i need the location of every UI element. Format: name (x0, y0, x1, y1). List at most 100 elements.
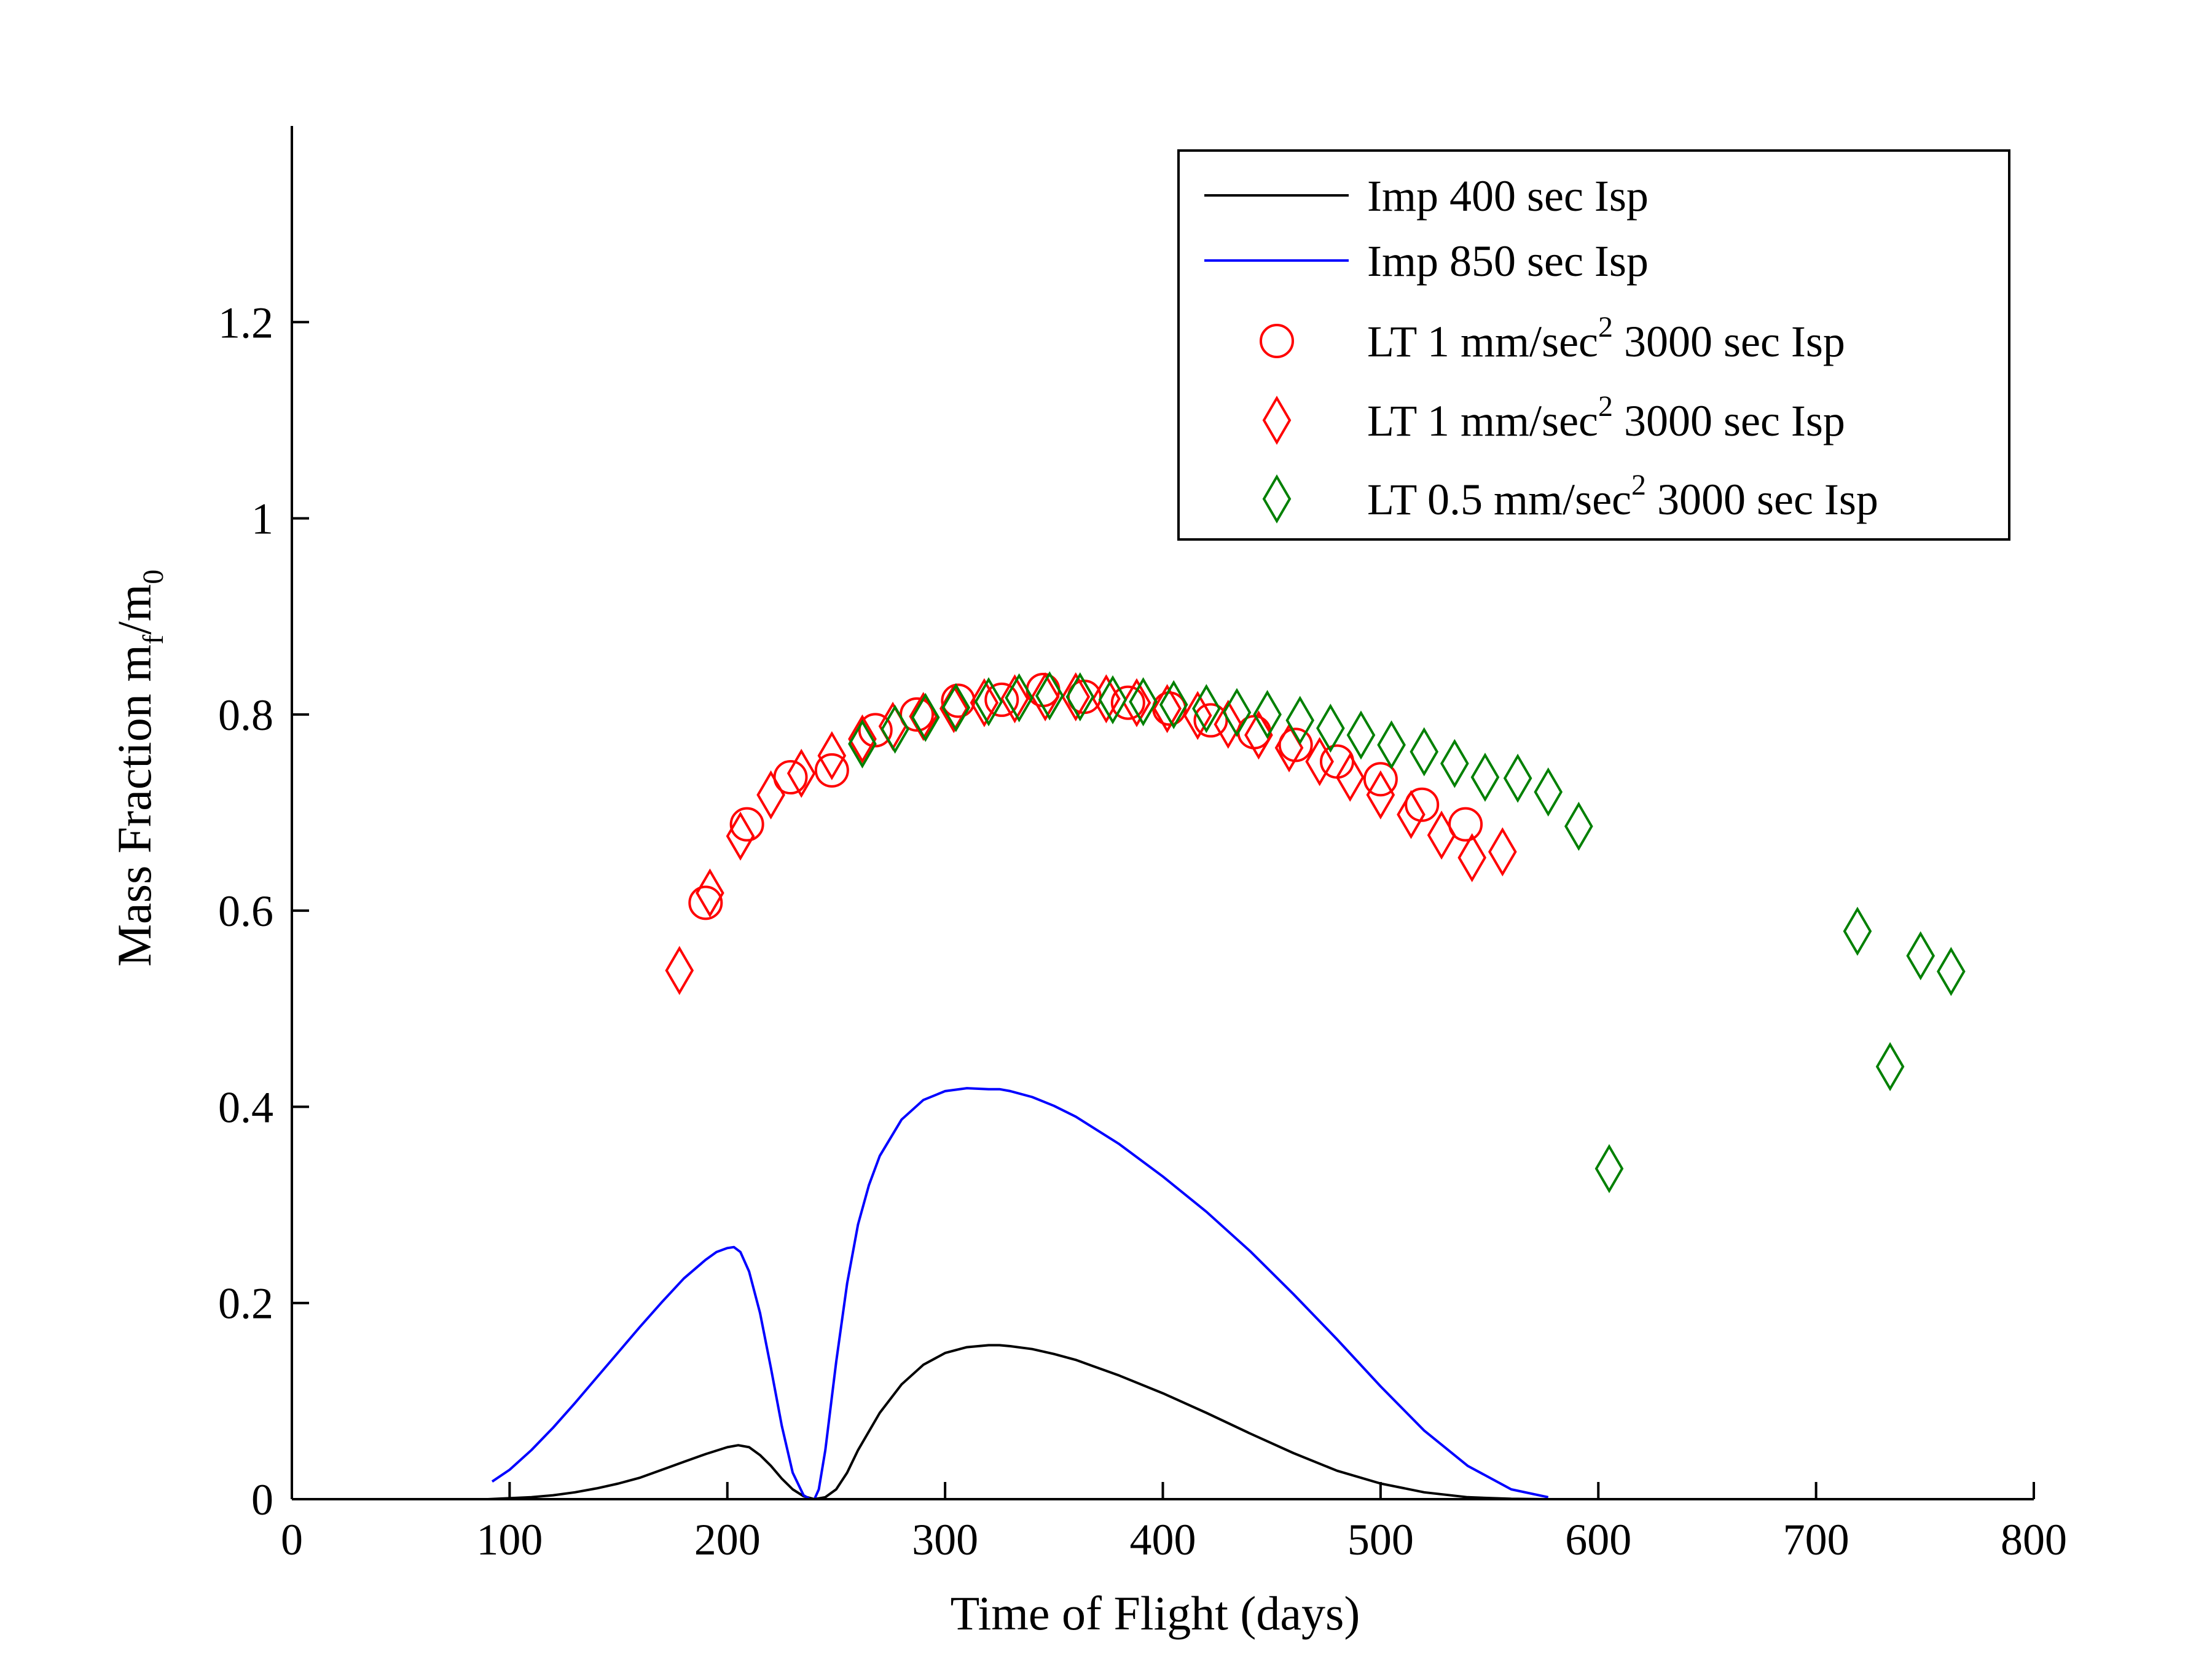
data-point (1363, 762, 1398, 797)
data-point (1564, 801, 1593, 851)
data-point (1183, 691, 1212, 740)
data-point (1875, 1042, 1905, 1091)
data-point (1129, 677, 1158, 727)
y-axis-label-base: Mass Fraction m (108, 645, 161, 966)
legend: Imp 400 sec Isp Imp 850 sec Isp LT 1 mm/se… (1177, 149, 2010, 541)
data-point (939, 684, 968, 734)
legend-label: Imp 400 sec Isp (1367, 171, 1649, 221)
legend-entry: Imp 400 sec Isp (1204, 171, 1649, 221)
data-point (1192, 684, 1221, 734)
legend-box (1177, 149, 2010, 541)
data-point (1906, 931, 1936, 981)
data-point (1098, 675, 1128, 724)
y-tick-label: 0.8 (218, 691, 273, 740)
data-point (1092, 674, 1121, 724)
x-tick-label: 300 (912, 1515, 978, 1564)
data-point (1503, 753, 1532, 803)
x-axis-label: Time of Flight (days) (951, 1586, 1360, 1640)
data-point (1222, 688, 1252, 737)
data-point (1244, 710, 1273, 760)
y-axis-label-subscript-0: 0 (137, 570, 170, 584)
data-point (814, 753, 849, 788)
y-tick-label: 0.4 (218, 1083, 273, 1132)
data-point (1457, 833, 1487, 882)
data-point (688, 885, 723, 920)
series-5 (848, 671, 1966, 1193)
data-point (909, 692, 938, 742)
data-point (726, 811, 755, 861)
data-point (696, 868, 724, 918)
data-point (1405, 787, 1440, 822)
data-point (1346, 710, 1376, 760)
y-tick-label: 1.2 (218, 298, 273, 347)
legend-entry: LT 1 mm/sec2 3000 sec Isp (1260, 311, 1845, 366)
legend-label: Imp 850 sec Isp (1367, 237, 1649, 286)
x-tick-label: 400 (1130, 1515, 1196, 1564)
data-point (817, 731, 847, 780)
y-axis-label: Mass Fraction mf/m0 (108, 570, 170, 967)
data-point (880, 704, 909, 754)
x-tick-label: 100 (476, 1515, 543, 1564)
data-point (941, 683, 971, 732)
data-point (1153, 684, 1182, 734)
data-point (1366, 770, 1395, 820)
data-point (1427, 810, 1456, 860)
y-axis-label-slash-m: /m (108, 584, 161, 635)
legend-entry: LT 1 mm/sec2 3000 sec Isp (1262, 390, 1845, 445)
data-point (970, 678, 999, 727)
y-tick-label: 0.2 (218, 1279, 273, 1328)
y-axis-label-subscript-f: f (137, 635, 170, 645)
x-tick-label: 0 (281, 1515, 303, 1564)
data-point (1488, 827, 1517, 877)
y-tick-label: 0.6 (218, 887, 273, 936)
data-point (984, 682, 1019, 717)
data-point (1065, 672, 1095, 722)
data-point (1253, 689, 1282, 739)
data-point (1316, 704, 1345, 753)
data-point (1214, 699, 1243, 749)
data-point (1159, 680, 1188, 729)
data-point (848, 719, 877, 769)
data-point (858, 713, 893, 748)
data-point (1193, 703, 1228, 738)
data-point (848, 714, 877, 764)
axes: 0 100 200 300 400 500 600 700 800 0 0.2 0.4 0.6 0.8 1 1… (218, 126, 2067, 1564)
data-point (1335, 753, 1365, 802)
data-point (665, 946, 694, 995)
data-point (1122, 678, 1151, 727)
series-1 (487, 1344, 1544, 1500)
x-tick-label: 700 (1783, 1515, 1849, 1564)
data-point (941, 683, 976, 718)
data-point (1030, 672, 1060, 722)
legend-swatch-marker (1262, 396, 1292, 445)
data-point (1440, 739, 1469, 788)
data-point (1285, 696, 1315, 745)
data-point (1005, 673, 1033, 723)
data-point (1594, 1144, 1624, 1193)
data-point (1470, 753, 1500, 802)
legend-label: LT 1 mm/sec2 3000 sec Isp (1367, 311, 1845, 366)
data-point (756, 770, 785, 820)
data-point (1397, 790, 1426, 839)
data-point (911, 692, 940, 742)
data-point (1410, 727, 1439, 777)
data-point (1377, 720, 1406, 770)
series-line (491, 1087, 1549, 1500)
legend-entry: Imp 850 sec Isp (1204, 237, 1649, 286)
data-point (786, 748, 816, 798)
data-point (1305, 737, 1334, 786)
y-tick-label: 0 (251, 1475, 273, 1524)
series-line (487, 1344, 1544, 1500)
x-tick-label: 200 (694, 1515, 761, 1564)
data-point (974, 677, 1003, 727)
series-2 (491, 1087, 1549, 1500)
data-point (1110, 685, 1145, 720)
data-point (1534, 767, 1563, 817)
data-point (900, 697, 935, 732)
data-point (729, 807, 764, 842)
x-tick-label: 500 (1347, 1515, 1414, 1564)
x-tick-label: 800 (2001, 1515, 2067, 1564)
data-point (1937, 947, 1966, 997)
